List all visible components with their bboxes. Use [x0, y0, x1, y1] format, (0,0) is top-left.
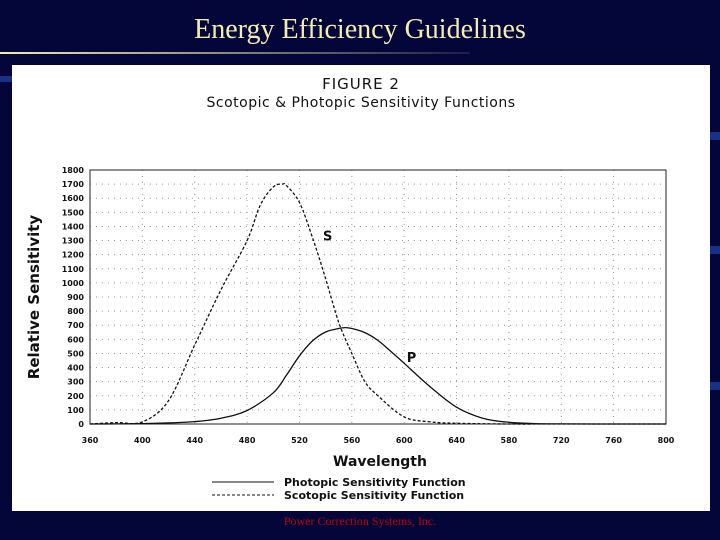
decorative-bar	[708, 382, 720, 390]
y-tick-label: 1500	[62, 208, 85, 217]
y-tick-label: 1200	[62, 251, 85, 260]
photopic-curve	[89, 326, 666, 425]
x-tick-label: 520	[291, 436, 308, 445]
x-tick-labels: 360 400 440 480 520 560 600 640 580 720 760 800	[82, 436, 675, 445]
y-tick-label: 300	[67, 378, 84, 387]
grid	[90, 170, 666, 424]
curve-label-s: S	[323, 230, 332, 245]
plot-frame	[89, 169, 667, 425]
chart-title: Scotopic & Photopic Sensitivity Function…	[206, 95, 516, 111]
legend: Photopic Sensitivity Function Scotopic S…	[212, 476, 466, 502]
y-tick-label: 1100	[62, 265, 85, 274]
x-tick-label: 360	[82, 436, 99, 445]
scotopic-curve	[89, 182, 666, 425]
x-tick-label: 800	[658, 436, 675, 445]
y-axis-label: Relative Sensitivity	[25, 215, 43, 380]
decorative-bar	[708, 132, 720, 140]
figure-panel: FIGURE 2 Scotopic & Photopic Sensitivity…	[12, 65, 710, 511]
x-tick-label: 560	[343, 436, 360, 445]
curves	[89, 182, 666, 425]
figure-label: FIGURE 2	[322, 75, 400, 93]
y-tick-label: 0	[78, 420, 84, 429]
y-tick-label: 100	[67, 406, 84, 415]
y-tick-label: 600	[67, 335, 84, 344]
legend-entry-scotopic: Scotopic Sensitivity Function	[284, 489, 464, 502]
y-tick-label: 1700	[62, 180, 85, 189]
y-tick-label: 400	[67, 364, 84, 373]
decorative-bar	[0, 76, 12, 82]
y-tick-label: 700	[67, 321, 84, 330]
title-underline	[0, 52, 470, 54]
slide-title: Energy Efficiency Guidelines	[194, 14, 526, 45]
y-tick-label: 1600	[62, 194, 85, 203]
sensitivity-chart: 0 100 200 300 400 500 600 700 800 900 1000 1100 1200…	[25, 166, 675, 502]
y-tick-label: 1400	[62, 222, 85, 231]
x-tick-label: 580	[501, 436, 518, 445]
y-tick-label: 1000	[62, 279, 85, 288]
x-tick-label: 440	[186, 436, 203, 445]
y-tick-label: 800	[67, 307, 84, 316]
x-axis-label: Wavelength	[333, 454, 427, 470]
decorative-bar	[708, 246, 720, 254]
legend-entry-photopic: Photopic Sensitivity Function	[284, 476, 466, 489]
y-tick-labels: 0 100 200 300 400 500 600 700 800 900 1000 1100 1200…	[62, 166, 85, 429]
y-tick-label: 1800	[62, 166, 85, 175]
x-tick-label: 480	[239, 436, 256, 445]
curve-label-p: P	[407, 351, 417, 366]
x-tick-label: 640	[448, 436, 465, 445]
y-tick-label: 900	[67, 293, 84, 302]
x-tick-label: 600	[396, 436, 413, 445]
x-tick-label: 760	[605, 436, 622, 445]
y-tick-label: 200	[67, 392, 84, 401]
y-tick-label: 1300	[62, 237, 85, 246]
y-tick-label: 500	[67, 349, 84, 358]
x-tick-label: 720	[553, 436, 570, 445]
footer-company: Power Correction Systems, Inc.	[283, 514, 437, 528]
x-tick-label: 400	[134, 436, 151, 445]
